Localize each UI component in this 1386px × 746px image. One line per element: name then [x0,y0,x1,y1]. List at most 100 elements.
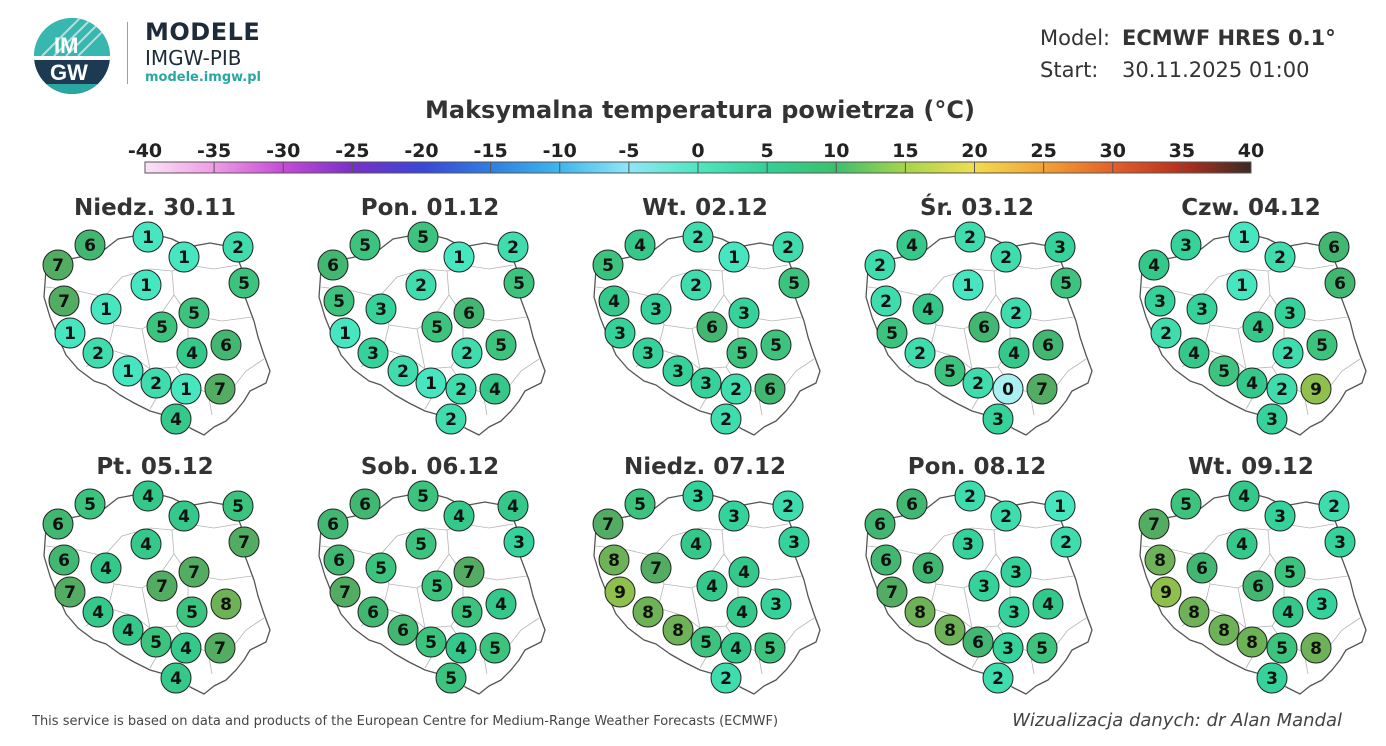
station-temperature: 3 [692,487,704,507]
station-temperature: 6 [1042,336,1054,356]
station-marker: 5 [778,267,810,299]
station-circle [1226,528,1258,560]
station-marker: 1 [90,293,122,325]
station-marker: 3 [1274,297,1306,329]
region-border [691,587,701,629]
station-marker: 4 [160,662,192,694]
station-marker: 5 [1266,632,1298,664]
station-temperature: 5 [417,487,429,507]
model-row: Model: ECMWF HRES 0.1° [1040,22,1336,54]
panel-date: Pt. 05.12 [96,454,214,480]
station-marker: 4 [82,596,114,628]
station-temperature: 1 [425,374,437,394]
station-circle [912,293,944,325]
station-circle [876,317,908,349]
station-circle [1236,626,1268,658]
station-temperature: 7 [650,559,662,579]
station-temperature: 9 [1160,583,1172,603]
station-circle [451,596,483,628]
station-marker: 6 [357,596,389,628]
station-temperature: 6 [1334,274,1346,294]
station-marker: 5 [178,297,210,329]
forecast-panel: Niedz. 30.11 7 6 1 1 2 5 7 1 1 5 1 5 2 1 2 4 6 1 7 4 [30,195,280,455]
station-circle [503,267,535,299]
station-marker: 7 [204,632,236,664]
station-circle [726,596,758,628]
station-circle [130,269,162,301]
region-border [963,587,973,629]
station-marker: 5 [405,528,437,560]
station-marker: 3 [968,570,1000,602]
station-circle [132,480,164,512]
station-temperature: 3 [1154,292,1166,312]
station-circle [178,297,210,329]
model-info: Model: ECMWF HRES 0.1° Start: 30.11.2025 0… [1040,22,1336,86]
station-circle [1300,632,1332,664]
station-temperature: 7 [238,533,250,553]
station-temperature: 2 [782,497,794,517]
station-temperature: 4 [100,559,112,579]
station-marker: 5 [1306,329,1338,361]
station-temperature: 6 [1328,238,1340,258]
imgw-logo: IM GW [34,18,110,94]
station-temperature: 5 [375,559,387,579]
station-circle [176,337,208,369]
brand-url[interactable]: modele.imgw.pl [145,70,261,85]
station-temperature: 2 [914,344,926,364]
station-circle [1186,552,1218,584]
station-temperature: 3 [1010,563,1022,583]
station-circle [54,317,86,349]
station-marker: 4 [160,403,192,435]
station-circle [772,231,804,263]
station-marker: 8 [1236,626,1268,658]
station-marker: 2 [990,241,1022,273]
station-marker: 5 [146,311,178,343]
station-circle [754,373,786,405]
station-circle [710,403,742,435]
station-marker: 4 [726,596,758,628]
station-marker: 5 [222,490,254,522]
station-circle [896,229,928,261]
station-circle [680,269,712,301]
station-temperature: 2 [880,292,892,312]
station-marker: 3 [760,588,792,620]
station-circle [365,293,397,325]
scale-tick-label: 40 [1238,140,1264,162]
station-marker: 4 [696,570,728,602]
station-marker: 5 [485,329,517,361]
station-temperature: 8 [1218,621,1230,641]
station-marker: 3 [357,337,389,369]
station-circle [728,297,760,329]
station-temperature: 4 [180,639,192,659]
station-circle [604,317,636,349]
station-temperature: 3 [1274,507,1286,527]
station-circle [415,626,447,658]
station-circle [1208,355,1240,387]
station-circle [982,403,1014,435]
station-marker: 2 [140,367,172,399]
station-temperature: 6 [880,551,892,571]
station-circle [1144,544,1176,576]
station-marker: 5 [934,355,966,387]
station-circle [1044,231,1076,263]
station-marker: 4 [1272,596,1304,628]
station-marker: 3 [1256,662,1288,694]
station-temperature: 3 [992,410,1004,430]
station-temperature: 5 [1218,362,1230,382]
station-marker: 2 [962,367,994,399]
station-temperature: 6 [58,551,70,571]
station-temperature: 3 [672,362,684,382]
station-circle [317,508,349,540]
scale-tick-label: 25 [1030,140,1056,162]
panel-date: Śr. 03.12 [919,195,1035,221]
station-temperature: 4 [1282,603,1294,623]
station-temperature: 1 [1236,276,1248,296]
station-marker: 4 [720,632,752,664]
station-circle [680,528,712,560]
station-marker: 7 [1138,508,1170,540]
station-circle [349,488,381,520]
station-marker: 2 [445,373,477,405]
region-border [103,268,173,298]
scale-tick-label: -10 [543,140,577,162]
